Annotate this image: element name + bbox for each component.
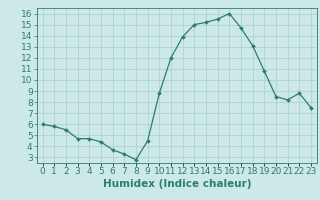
- X-axis label: Humidex (Indice chaleur): Humidex (Indice chaleur): [102, 179, 251, 189]
